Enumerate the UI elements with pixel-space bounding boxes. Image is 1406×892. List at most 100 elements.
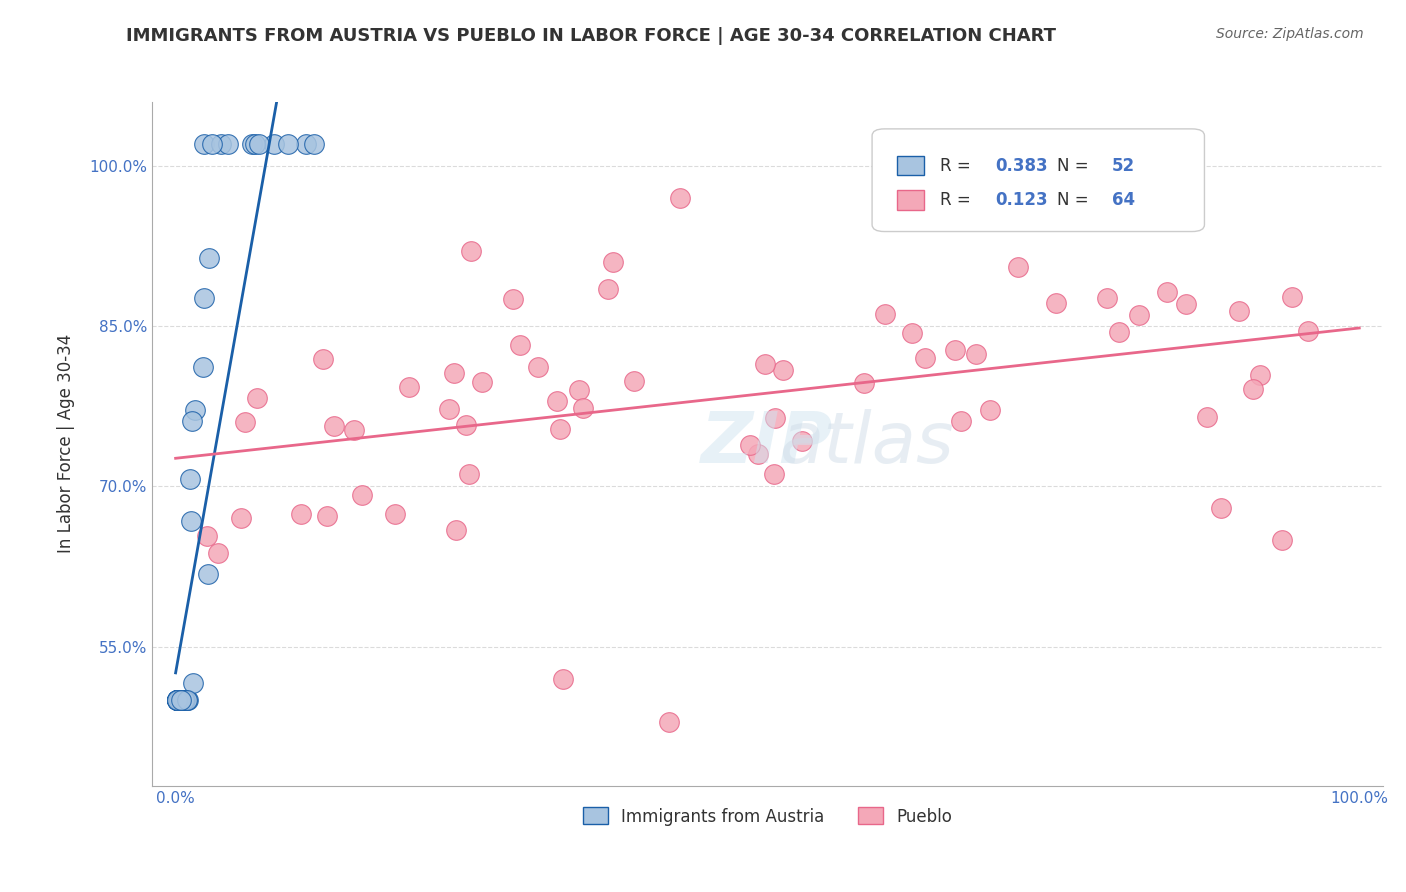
Point [1227,304,1250,318]
Point [295,137,318,152]
Point [172,693,194,707]
Point [457,467,479,482]
Text: R =: R = [939,157,976,175]
Point [173,693,195,707]
Point [437,402,460,417]
Point [167,693,190,707]
Point [173,693,195,707]
Point [277,137,299,152]
Point [914,351,936,365]
Point [352,488,374,502]
FancyBboxPatch shape [897,156,924,176]
Point [166,693,188,707]
FancyBboxPatch shape [872,128,1205,232]
Point [247,137,270,152]
Text: IMMIGRANTS FROM AUSTRIA VS PUEBLO IN LABOR FORCE | AGE 30-34 CORRELATION CHART: IMMIGRANTS FROM AUSTRIA VS PUEBLO IN LAB… [125,27,1056,45]
Point [166,693,188,707]
Point [166,693,188,707]
Text: 64: 64 [1112,191,1135,209]
Point [193,137,215,152]
Point [602,255,624,269]
Point [1281,290,1303,304]
Point [762,467,785,482]
Point [167,693,190,707]
Point [526,360,548,375]
Point [852,376,875,391]
Point [167,693,190,707]
Point [166,693,188,707]
FancyBboxPatch shape [897,190,924,210]
Point [176,693,198,707]
Point [173,693,195,707]
Point [180,414,202,428]
Text: R =: R = [939,191,976,209]
Point [173,693,195,707]
Point [302,137,325,152]
Point [1249,368,1271,383]
Point [1296,324,1319,338]
Point [754,357,776,371]
Point [502,292,524,306]
Point [170,693,193,707]
Text: atlas: atlas [779,409,953,478]
Point [398,380,420,394]
Point [738,437,761,451]
Point [658,714,681,729]
Point [460,244,482,259]
Point [546,393,568,408]
Point [444,524,467,538]
Point [207,546,229,560]
Point [229,511,252,525]
Point [323,418,346,433]
Point [623,375,645,389]
Point [1270,533,1292,547]
Text: N =: N = [1057,157,1094,175]
Point [315,508,337,523]
Point [965,347,987,361]
Text: N =: N = [1057,191,1094,209]
Point [181,676,204,690]
Point [950,414,973,428]
Point [898,192,921,206]
Point [193,359,215,374]
Point [471,375,494,389]
Point [1241,382,1264,396]
Point [176,693,198,707]
Point [1209,500,1232,515]
Point [173,693,195,707]
Point [179,472,201,486]
Point [177,693,200,707]
Point [166,693,188,707]
Point [197,567,219,582]
Point [1195,409,1218,424]
Point [166,693,188,707]
Text: Source: ZipAtlas.com: Source: ZipAtlas.com [1216,27,1364,41]
Point [509,338,531,352]
Point [1007,260,1029,274]
Point [193,291,215,305]
Point [1045,295,1067,310]
Point [979,402,1001,417]
Point [170,693,193,707]
Point [195,529,218,543]
Point [167,693,190,707]
Legend: Immigrants from Austria, Pueblo: Immigrants from Austria, Pueblo [576,801,959,832]
Point [763,411,786,425]
Point [548,422,571,436]
Text: 0.383: 0.383 [995,157,1047,175]
Point [233,415,256,429]
Point [197,251,219,265]
Point [1156,285,1178,300]
Point [290,508,312,522]
Point [873,308,896,322]
Point [169,693,191,707]
Text: 52: 52 [1112,157,1135,175]
Point [240,137,263,152]
Point [167,693,190,707]
Point [1097,291,1119,305]
Text: ZIP: ZIP [702,409,834,478]
Point [312,352,335,367]
Point [572,401,595,416]
Point [169,693,191,707]
Point [551,672,574,686]
